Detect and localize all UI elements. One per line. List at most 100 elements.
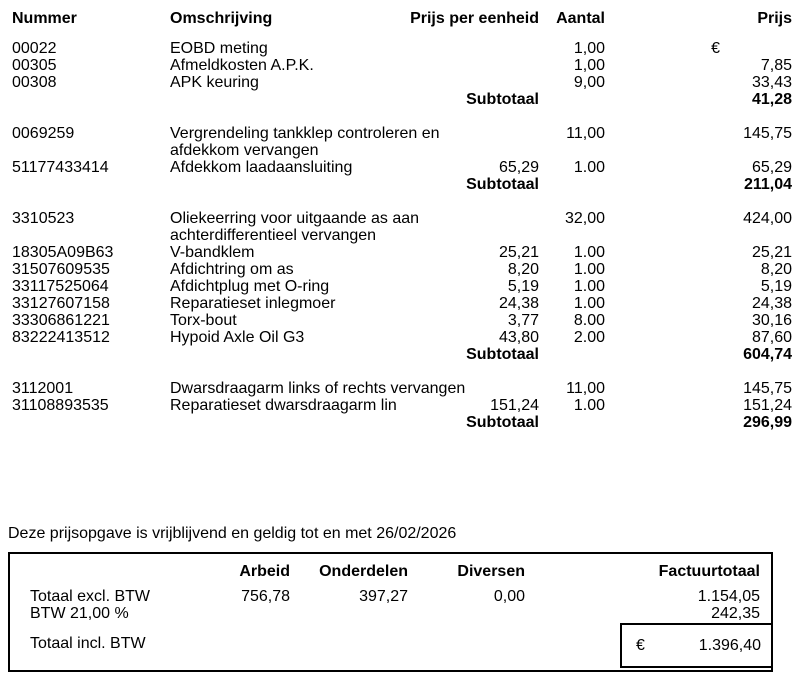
table-row: 31507609535 Afdichtring om as 8,20 1.00 8,20	[12, 261, 792, 278]
item-number: 31108893535	[12, 397, 109, 414]
item-description-line: Reparatieset inlegmoer	[170, 295, 336, 312]
item-price: 424,00	[743, 210, 792, 227]
totals-box: Arbeid Onderdelen Diversen Factuurtotaal…	[8, 552, 773, 672]
item-quantity: 1.00	[573, 397, 605, 414]
table-row: 0069259 Vergrendeling tankklep controlere…	[12, 125, 792, 159]
item-unit-price: 25,21	[498, 244, 539, 261]
item-number: 0069259	[12, 125, 75, 142]
item-description-line: afdekkom vervangen	[170, 142, 319, 159]
item-description: Dwarsdraagarm links of rechts vervangen	[170, 380, 465, 397]
table-row: 51177433414 Afdekkom laadaansluiting 65,29…	[12, 159, 792, 176]
item-quantity: 2.00	[573, 329, 605, 346]
item-description: EOBD meting	[170, 40, 455, 57]
item-number: 33306861221	[12, 312, 110, 329]
table-row: 33117525064 Afdichtplug met O-ring 5,19 1.0…	[12, 278, 792, 295]
totals-row-excl-btw: Totaal excl. BTW 756,78 397,27 0,00 1.15…	[10, 588, 771, 605]
totals-header-row: Arbeid Onderdelen Diversen Factuurtotaal	[10, 554, 771, 580]
item-price: 24,38	[751, 295, 792, 312]
item-quantity: 32,00	[564, 210, 605, 227]
header-prijs-per-eenheid: Prijs per eenheid	[410, 10, 539, 27]
item-quantity: 11,00	[566, 125, 605, 142]
subtotal-value: 604,74	[743, 346, 792, 363]
item-quantity: 1.00	[573, 261, 605, 278]
totals-row-btw: BTW 21,00 % 242,35	[10, 605, 771, 622]
table-row: 00022 EOBD meting 1,00 €	[12, 40, 780, 57]
table-row: 33127607158 Reparatieset inlegmoer 24,38 1.…	[12, 295, 792, 312]
item-section: 3112001 Dwarsdraagarm links of rechts ver…	[12, 380, 792, 431]
item-unit-price: 3,77	[507, 312, 539, 329]
item-price: 145,75	[743, 380, 792, 397]
item-number: 00308	[12, 74, 57, 91]
subtotal-label: Subtotaal	[466, 176, 539, 193]
table-row: 31108893535 Reparatieset dwarsdraagarm li…	[12, 397, 792, 414]
header-omschrijving: Omschrijving	[170, 10, 273, 27]
item-unit-price: 151,24	[490, 397, 539, 414]
item-price: 7,85	[760, 57, 792, 74]
item-description: APK keuring	[170, 74, 455, 91]
table-row: 3310523 Oliekeerring voor uitgaande as aa…	[12, 210, 792, 244]
item-quantity: 1.00	[573, 295, 605, 312]
item-description: Afmeldkosten A.P.K.	[170, 57, 455, 74]
grand-total-box: € 1.396,40	[620, 623, 773, 668]
totals-header-diversen: Diversen	[457, 563, 525, 580]
subtotal-label: Subtotaal	[466, 346, 539, 363]
items-table: Nummer Omschrijving Prijs per eenheid Aa…	[12, 0, 792, 431]
item-description: Oliekeerring voor uitgaande as aan achter…	[170, 210, 455, 244]
table-body: 00022 EOBD meting 1,00 €00305 Afmeldkosten A…	[12, 40, 792, 431]
item-price: 8,20	[760, 261, 792, 278]
header-prijs: Prijs	[757, 10, 792, 27]
item-description: Torx-bout	[170, 312, 455, 329]
item-number: 33127607158	[12, 295, 110, 312]
total-incl-btw-label: Totaal incl. BTW	[30, 635, 146, 652]
header-nummer: Nummer	[12, 10, 77, 27]
item-description: Reparatieset dwarsdraagarm lin	[170, 397, 455, 414]
item-unit-price: 8,20	[507, 261, 539, 278]
item-price: 145,75	[743, 125, 792, 142]
item-price: 25,21	[751, 244, 792, 261]
item-description: Hypoid Axle Oil G3	[170, 329, 455, 346]
item-description: V-bandklem	[170, 244, 455, 261]
item-quantity: 11,00	[566, 380, 605, 397]
totals-row-incl-btw: Totaal incl. BTW	[10, 635, 771, 652]
total-excl-btw-label: Totaal excl. BTW	[30, 588, 151, 605]
item-price: 33,43	[751, 74, 792, 91]
subtotal-value: 211,04	[743, 176, 792, 193]
item-description-line: Torx-bout	[170, 312, 237, 329]
table-row: 00308 APK keuring 9,00 33,43	[12, 74, 792, 91]
item-section: 0069259 Vergrendeling tankklep controlere…	[12, 125, 792, 193]
item-number: 3112001	[12, 380, 74, 397]
item-description-line: EOBD meting	[170, 40, 268, 57]
item-description-line: Afdichtring om as	[170, 261, 294, 278]
item-description: Afdichtring om as	[170, 261, 455, 278]
item-description-line: achterdifferentieel vervangen	[170, 227, 377, 244]
item-description-line: APK keuring	[170, 74, 259, 91]
item-quantity: 1,00	[573, 40, 605, 57]
table-row: 33306861221 Torx-bout 3,77 8.00 30,16	[12, 312, 792, 329]
header-aantal: Aantal	[556, 10, 605, 27]
item-quantity: 9,00	[573, 74, 605, 91]
item-description: Afdichtplug met O-ring	[170, 278, 455, 295]
totals-header-arbeid: Arbeid	[239, 563, 290, 580]
item-quantity: 1.00	[573, 244, 605, 261]
totals-header-onderdelen: Onderdelen	[319, 563, 408, 580]
item-number: 51177433414	[12, 159, 109, 176]
item-number: 33117525064	[12, 278, 109, 295]
validity-note: Deze prijsopgave is vrijblijvend en geld…	[8, 525, 457, 542]
item-description-line: Hypoid Axle Oil G3	[170, 329, 305, 346]
subtotal-value: 41,28	[751, 91, 792, 108]
item-price: 151,24	[743, 397, 792, 414]
grand-total-value: 1.396,40	[698, 637, 761, 654]
item-quantity: 1,00	[573, 57, 605, 74]
item-description-line: Afdichtplug met O-ring	[170, 278, 330, 295]
item-quantity: 1.00	[573, 159, 605, 176]
subtotal-row: Subtotaal 41,28	[12, 91, 792, 108]
item-description-line: Afdekkom laadaansluiting	[170, 159, 353, 176]
item-unit-price: 24,38	[498, 295, 539, 312]
subtotal-value: 296,99	[743, 414, 792, 431]
subtotal-row: Subtotaal 296,99	[12, 414, 792, 431]
subtotal-label: Subtotaal	[466, 414, 539, 431]
item-unit-price: 43,80	[498, 329, 539, 346]
item-unit-price: 65,29	[498, 159, 539, 176]
item-unit-price: 5,19	[507, 278, 539, 295]
table-row: 00305 Afmeldkosten A.P.K. 1,00 7,85	[12, 57, 792, 74]
